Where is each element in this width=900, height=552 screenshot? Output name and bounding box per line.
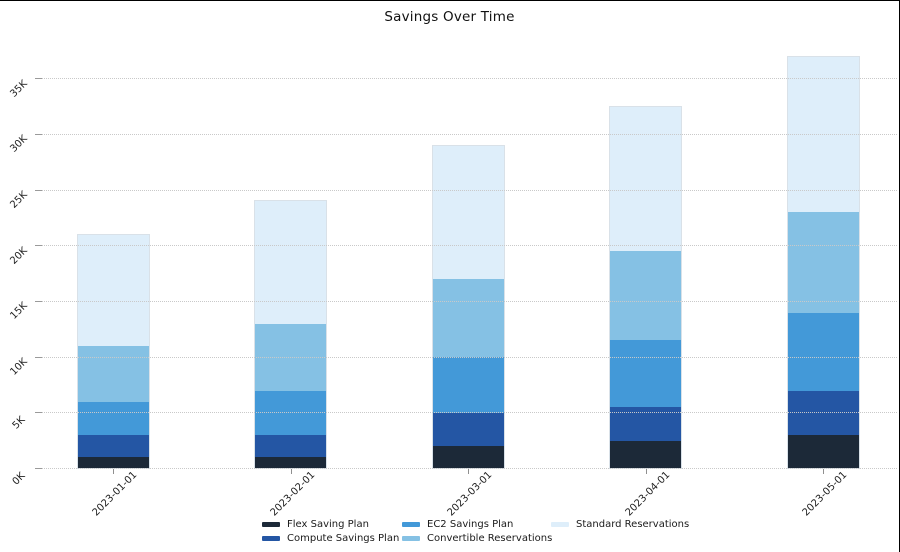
x-axis-tick-label: 2023-04-01 xyxy=(623,469,672,519)
bar xyxy=(76,233,150,470)
y-axis-tick-label: 10K xyxy=(8,356,30,378)
legend-item: EC2 Savings Plan xyxy=(402,518,513,531)
y-axis-tick-label: 20K xyxy=(8,245,30,267)
legend-item: Standard Reservations xyxy=(551,518,689,531)
y-axis-tick-label: 35K xyxy=(8,78,30,100)
y-axis-tick xyxy=(35,300,42,302)
bar-segment xyxy=(77,457,149,469)
x-axis-tick xyxy=(823,468,824,474)
y-axis-tick xyxy=(35,189,42,191)
x-axis-tick-label: 2023-01-01 xyxy=(90,469,140,519)
y-axis-tick-label: 25K xyxy=(8,189,30,211)
legend-swatch xyxy=(402,535,420,541)
x-axis-tick-label: 2023-05-01 xyxy=(800,469,850,519)
bar xyxy=(431,144,505,470)
bar-segment xyxy=(787,312,859,391)
bar-segment xyxy=(77,346,149,402)
legend-swatch xyxy=(551,522,569,527)
y-axis-tick xyxy=(35,78,42,80)
y-axis-tick xyxy=(35,468,42,469)
y-axis-tick-label: 5K xyxy=(10,414,28,432)
bar-segment xyxy=(432,279,504,358)
bar-segment xyxy=(432,412,504,447)
bar-segment xyxy=(787,212,859,313)
y-gridline xyxy=(35,189,897,191)
y-gridline xyxy=(35,78,897,80)
y-gridline xyxy=(35,245,897,247)
y-axis-tick-label: 15K xyxy=(8,300,30,323)
x-axis-tick xyxy=(113,468,114,474)
bar-segment xyxy=(610,251,681,341)
x-axis-tick-label: 2023-03-01 xyxy=(445,469,495,519)
bar-segment xyxy=(255,435,326,458)
y-axis-tick xyxy=(35,412,42,414)
legend-label: Flex Saving Plan xyxy=(287,519,369,530)
bar xyxy=(609,105,682,470)
y-gridline xyxy=(35,468,897,469)
y-axis-tick xyxy=(35,133,42,135)
legend-item: Compute Savings Plan xyxy=(262,532,399,545)
x-axis-tick xyxy=(468,468,469,474)
bar-segment xyxy=(432,446,504,469)
bar xyxy=(254,200,327,470)
bar-segment xyxy=(77,435,149,458)
legend-item: Flex Saving Plan xyxy=(262,518,369,531)
legend-swatch xyxy=(402,522,420,527)
legend-swatch xyxy=(262,522,280,527)
y-axis-tick xyxy=(35,356,42,358)
legend-label: EC2 Savings Plan xyxy=(427,519,514,530)
x-axis-tick-label: 2023-02-01 xyxy=(268,469,317,519)
bar-segment xyxy=(77,401,149,436)
bar-segment xyxy=(77,234,149,346)
bar-segment xyxy=(610,340,681,408)
y-gridline xyxy=(35,356,897,358)
legend-label: Standard Reservations xyxy=(576,519,690,530)
legend-label: Compute Savings Plan xyxy=(287,532,400,544)
y-axis-tick-label: 0K xyxy=(10,470,28,487)
x-axis-tick xyxy=(290,468,292,474)
bar-segment xyxy=(432,145,504,280)
bar-segment xyxy=(610,440,681,469)
legend-label: Convertible Reservations xyxy=(427,532,553,544)
y-axis-tick-label: 30K xyxy=(8,133,30,156)
legend-swatch xyxy=(262,535,280,541)
y-gridline xyxy=(35,133,897,135)
x-axis-tick xyxy=(645,468,647,474)
y-axis-tick xyxy=(35,245,42,247)
bar-segment xyxy=(255,201,326,324)
bar-segment xyxy=(610,106,681,252)
legend-item: Convertible Reservations xyxy=(402,532,552,545)
bar-segment xyxy=(432,357,504,413)
bar-segment xyxy=(787,435,859,469)
y-gridline xyxy=(35,300,897,302)
chart-title: Savings Over Time xyxy=(384,9,515,25)
y-gridline xyxy=(35,412,897,414)
bar xyxy=(786,55,860,470)
bar-segment xyxy=(255,457,326,469)
